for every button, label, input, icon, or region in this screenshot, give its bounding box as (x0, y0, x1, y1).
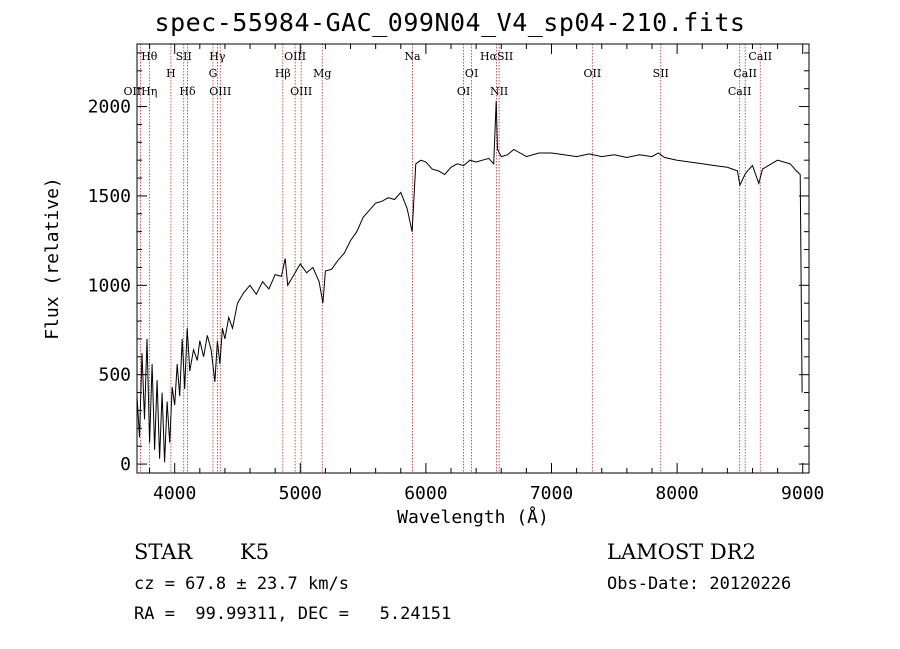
spectral-line-label: G (209, 67, 218, 80)
object-subclass: K5 (240, 540, 270, 564)
y-tick-label: 0 (120, 454, 131, 475)
chart-title: spec-55984-GAC_099N04_V4_sp04-210.fits (154, 8, 746, 37)
y-tick-label: 2000 (88, 97, 131, 118)
spectral-line-label: Hδ (179, 85, 196, 98)
y-tick-label: 1500 (88, 186, 131, 207)
spectral-line-label: OIII (284, 50, 306, 63)
y-axis-label: Flux (relative) (42, 177, 63, 340)
spectral-line-label: HαSII (480, 50, 513, 63)
spectral-line-label: OII (583, 67, 601, 80)
spectral-line-label: OI (457, 85, 470, 98)
y-tick-label: 500 (98, 365, 131, 386)
spectral-line-label: Hθ (141, 50, 158, 63)
spectrum-series-line (136, 101, 803, 463)
spectral-line-label: OI (465, 67, 478, 80)
spectral-line-label: NII (490, 85, 508, 98)
x-tick-label: 9000 (781, 483, 824, 504)
spectral-line-label: SII (176, 50, 192, 63)
x-tick-label: 4000 (153, 483, 196, 504)
x-tick-label: 5000 (279, 483, 322, 504)
spectral-line-label: OIII (290, 85, 312, 98)
y-tick-label: 1000 (88, 275, 131, 296)
spectral-line-label: Mg (313, 67, 331, 80)
spectral-line-label: CaII (728, 85, 752, 98)
x-tick-label: 8000 (655, 483, 698, 504)
obs-date-label: Obs-Date: 20120226 (607, 574, 792, 594)
spectral-line-label: Hβ (275, 67, 291, 80)
x-axis-label: Wavelength (Å) (397, 506, 549, 528)
spectral-line-label: OIIHη (123, 85, 157, 98)
x-tick-label: 6000 (404, 483, 447, 504)
spectral-line-label: CaII (733, 67, 757, 80)
coordinates-label: RA = 99.99311, DEC = 5.24151 (134, 604, 452, 624)
survey-label: LAMOST DR2 (607, 540, 756, 564)
spectral-line-label: H (166, 67, 176, 80)
plot-frame (136, 43, 810, 474)
spectral-line-label: CaII (748, 50, 772, 63)
redshift-label: cz = 67.8 ± 23.7 km/s (134, 574, 349, 594)
spectral-line-label: Hγ (209, 50, 226, 63)
x-tick-label: 7000 (530, 483, 573, 504)
spectral-line-label: OIII (209, 85, 231, 98)
spectral-line-label: Na (404, 50, 421, 63)
object-class: STAR (134, 540, 193, 564)
spectral-line-label: SII (653, 67, 669, 80)
